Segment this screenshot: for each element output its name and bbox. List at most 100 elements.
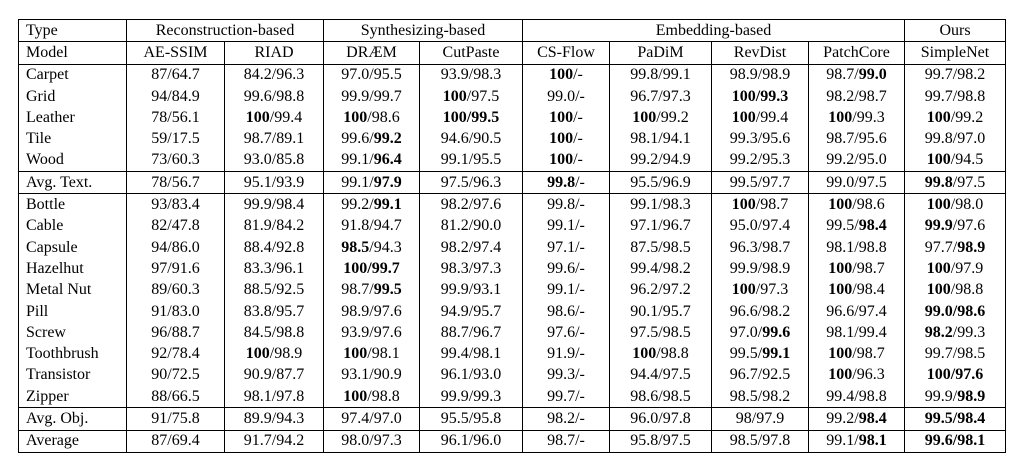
value-text: 99.6/98.8	[243, 87, 305, 105]
table-cell: 100/97.6	[904, 364, 1006, 387]
value-text: 97.1/-	[547, 238, 585, 256]
model-header-padim: PaDiM	[609, 41, 712, 65]
table-cell: 98.6/-	[522, 300, 610, 323]
value-text: 99.7/98.5	[924, 345, 986, 363]
value-text: 98.2/97.4	[440, 238, 502, 256]
table-cell: 99.1/98.3	[609, 193, 712, 216]
value-text: 93/83.4	[151, 196, 200, 214]
value-text: 99.9/98.4	[243, 196, 305, 214]
value-text: /98.4	[852, 281, 885, 299]
value-text: 99.0/97.5	[826, 173, 887, 191]
table-cell: 99.6/-	[522, 258, 610, 280]
value-text: 91/83.0	[151, 302, 200, 320]
value-text: 99.2/	[826, 409, 859, 427]
value-text: 91.7/94.2	[243, 432, 305, 450]
value-text: 94.4/97.5	[630, 366, 691, 384]
table-cell: 99.5/99.1	[711, 343, 809, 365]
row-label: Avg. Text.	[18, 171, 127, 194]
row-label: Avg. Obj.	[18, 407, 127, 431]
value-text: 98.7/95.6	[826, 130, 887, 148]
table-cell: 82/47.8	[126, 215, 225, 237]
bold-value: 99.6/98.1	[924, 432, 986, 450]
bold-value: 97.9	[373, 173, 402, 191]
value-text: 88.7/96.7	[440, 323, 502, 341]
table-cell: 91/75.8	[126, 407, 225, 431]
table-cell: 100/-	[522, 149, 610, 172]
table-cell: 95.8/97.5	[609, 429, 712, 453]
value-text: 99.9/99.3	[440, 387, 502, 405]
bold-value: 100	[343, 345, 368, 363]
value-text: 98.7/-	[547, 432, 585, 450]
value-text: 95.1/93.9	[243, 173, 305, 191]
table-cell: 99.1/96.4	[323, 149, 420, 172]
table-cell: 99.0/-	[522, 85, 610, 108]
bold-value: 99.9	[924, 217, 953, 235]
value-text: 83.3/96.1	[243, 259, 305, 277]
table-cell: 99.3/95.6	[711, 128, 809, 150]
value-text: 83.8/95.7	[243, 302, 305, 320]
value-text: 99.9/	[924, 387, 958, 405]
bold-value: 99.0/98.6	[924, 302, 986, 320]
bold-value: 99.0	[858, 66, 887, 84]
value-text: 99.7/-	[547, 387, 585, 405]
table-cell: 100/96.3	[808, 364, 905, 387]
value-text: /96.3	[852, 366, 885, 384]
bold-value: 100	[828, 259, 853, 277]
table-cell: 98.9/97.6	[323, 300, 420, 323]
value-text: 95.8/97.5	[630, 432, 691, 450]
value-text: 99.6/	[341, 130, 374, 148]
results-table-wrapper: Type Reconstruction-based Synthesizing-bas…	[18, 18, 1006, 453]
table-cell: 88.7/96.7	[419, 322, 523, 344]
table-cell: 100/97.3	[711, 279, 809, 301]
table-cell: 100/98.6	[323, 107, 420, 129]
table-cell: 100/99.4	[711, 107, 809, 129]
value-text: 96.1/93.0	[440, 366, 502, 384]
value-text: 91.8/94.7	[341, 217, 402, 235]
value-text: 98.9/98.9	[729, 66, 791, 84]
table-cell: 99.9/99.7	[323, 85, 420, 108]
value-text: 88.4/92.8	[243, 238, 305, 256]
table-cell: 97/91.6	[126, 258, 225, 280]
value-text: /98.6	[367, 108, 400, 126]
table-row: Cable 82/47.8 81.9/84.2 91.8/94.7 81.2/90.0 9…	[18, 215, 1006, 237]
value-text: /99.4	[755, 108, 789, 126]
table-row: Metal Nut 89/60.3 88.5/92.5 98.7/99.5 99.9/9…	[18, 279, 1006, 301]
value-text: 98.0/97.3	[341, 432, 402, 450]
table-cell: 98.9/98.9	[711, 63, 809, 86]
value-text: 89.9/94.3	[243, 409, 305, 427]
table-cell: 99.6/99.2	[323, 128, 420, 150]
group-header-type: Type	[18, 18, 127, 42]
table-cell: 100/98.8	[609, 343, 712, 365]
table-cell: 100/99.7	[323, 258, 420, 280]
table-cell: 100/98.7	[808, 258, 905, 280]
value-text: /98.7	[852, 345, 885, 363]
table-cell: 89.9/94.3	[224, 407, 324, 431]
table-cell: 93.9/98.3	[419, 63, 523, 86]
table-cell: 98.7/99.5	[323, 279, 420, 301]
table-cell: 100/99.3	[808, 107, 905, 129]
value-text: 99.1/	[341, 173, 374, 191]
table-cell: 99.0/98.6	[904, 300, 1006, 323]
table-cell: 96/88.7	[126, 322, 225, 344]
table-cell: 90.1/95.7	[609, 300, 712, 323]
table-cell: 100/98.6	[808, 193, 905, 216]
value-text: 97.0/	[729, 323, 763, 341]
bold-value: 100	[442, 87, 467, 105]
value-text: 99.1/-	[547, 281, 585, 299]
table-cell: 90.9/87.7	[224, 364, 324, 387]
table-cell: 94.6/90.5	[419, 128, 523, 150]
row-label: Grid	[18, 85, 127, 108]
value-text: 98.2/98.7	[826, 87, 887, 105]
value-text: 96.7/97.3	[630, 87, 691, 105]
value-text: /98.6	[852, 196, 885, 214]
table-cell: 81.2/90.0	[419, 215, 523, 237]
table-cell: 96.6/97.4	[808, 300, 905, 323]
value-text: 99.9/99.7	[341, 87, 402, 105]
table-cell: 98.1/97.8	[224, 386, 324, 408]
table-cell: 99.4/98.2	[609, 258, 712, 280]
table-cell: 100/99.2	[904, 107, 1006, 129]
value-text: /-	[573, 108, 583, 126]
value-text: 99.4/98.2	[630, 259, 691, 277]
value-text: 96.6/97.4	[826, 302, 887, 320]
value-text: /99.4	[269, 108, 303, 126]
